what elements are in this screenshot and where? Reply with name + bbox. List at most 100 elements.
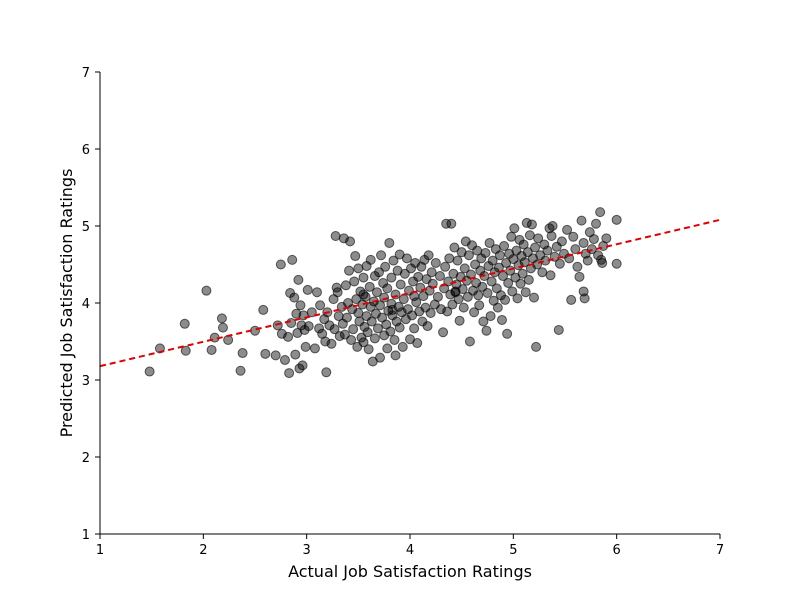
y-tick-label: 2 xyxy=(82,451,90,466)
data-point xyxy=(353,263,364,274)
data-point xyxy=(449,242,460,253)
data-point xyxy=(345,236,356,247)
data-point xyxy=(454,315,465,326)
data-point xyxy=(387,304,398,315)
data-point xyxy=(338,233,349,244)
data-point xyxy=(452,255,463,266)
data-point xyxy=(441,218,452,229)
data-point xyxy=(321,367,332,378)
data-point xyxy=(474,300,485,311)
data-point xyxy=(412,338,423,349)
data-point xyxy=(539,239,550,250)
data-point xyxy=(180,345,191,356)
x-tick-label: 4 xyxy=(406,543,414,558)
y-tick-label: 3 xyxy=(82,374,90,389)
data-point xyxy=(444,253,455,264)
data-point xyxy=(390,350,401,361)
data-point xyxy=(438,327,449,338)
data-point xyxy=(341,312,352,323)
data-point xyxy=(436,304,446,315)
data-point xyxy=(458,302,469,313)
data-point xyxy=(426,267,437,278)
data-point xyxy=(332,287,343,298)
data-point xyxy=(364,281,375,292)
data-point xyxy=(440,261,451,272)
data-point xyxy=(369,333,380,344)
data-point xyxy=(144,366,155,377)
x-tick-label: 5 xyxy=(509,543,517,558)
data-point xyxy=(503,277,514,288)
data-point xyxy=(456,247,467,258)
data-point xyxy=(391,316,402,327)
y-axis-label: Predicted Job Satisfaction Ratings xyxy=(57,169,76,438)
data-point xyxy=(578,237,589,248)
data-point xyxy=(350,251,361,262)
data-point xyxy=(473,290,484,301)
data-point xyxy=(597,257,608,268)
data-point xyxy=(542,245,553,256)
data-point xyxy=(275,259,286,270)
data-point xyxy=(523,274,534,285)
data-point xyxy=(518,239,529,250)
data-point xyxy=(492,302,503,313)
x-tick-label: 2 xyxy=(199,543,207,558)
y-tick-label: 1 xyxy=(82,528,90,543)
data-point xyxy=(524,230,535,241)
data-point xyxy=(260,348,271,359)
data-point xyxy=(329,324,340,335)
data-point xyxy=(389,334,400,345)
data-point xyxy=(237,348,248,359)
data-point xyxy=(547,221,558,231)
data-point xyxy=(576,215,587,226)
data-point xyxy=(401,253,412,264)
data-point xyxy=(375,352,386,363)
data-point xyxy=(346,334,357,345)
data-point xyxy=(359,321,370,332)
data-point xyxy=(386,272,397,283)
y-axis-ticks: 1 2 3 4 5 6 7 xyxy=(82,66,100,543)
x-tick-label: 1 xyxy=(96,543,104,558)
data-point xyxy=(358,337,369,348)
data-point xyxy=(459,263,470,274)
data-point xyxy=(358,289,369,300)
data-point xyxy=(340,280,351,291)
data-point xyxy=(499,241,510,252)
data-point xyxy=(572,261,583,272)
data-point xyxy=(448,268,459,279)
data-point xyxy=(315,300,326,311)
data-point xyxy=(450,286,461,297)
data-point xyxy=(566,294,577,305)
data-point xyxy=(562,224,573,235)
data-point xyxy=(425,308,436,319)
data-point xyxy=(531,341,542,352)
data-point xyxy=(570,244,581,255)
data-point xyxy=(464,336,475,347)
y-tick-label: 5 xyxy=(82,220,90,235)
data-point xyxy=(568,231,579,242)
axes xyxy=(99,72,720,535)
data-point xyxy=(348,324,359,335)
data-points xyxy=(144,207,622,379)
data-point xyxy=(349,276,360,287)
data-point xyxy=(399,268,410,279)
trend-line xyxy=(99,218,721,368)
data-point xyxy=(463,250,474,261)
data-point xyxy=(217,322,228,333)
data-point xyxy=(517,268,528,279)
data-point xyxy=(235,365,246,376)
data-point xyxy=(286,318,297,329)
data-point xyxy=(533,233,544,244)
data-point xyxy=(324,320,335,331)
data-point xyxy=(395,279,406,290)
data-point xyxy=(380,261,391,272)
data-point xyxy=(446,218,457,229)
data-point xyxy=(270,350,281,361)
data-point xyxy=(276,328,287,339)
data-point xyxy=(595,207,606,218)
data-point xyxy=(530,242,541,253)
data-point xyxy=(320,336,331,347)
data-point xyxy=(485,311,496,322)
x-axis-label: Actual Job Satisfaction Ratings xyxy=(288,562,532,581)
data-point xyxy=(515,278,526,289)
